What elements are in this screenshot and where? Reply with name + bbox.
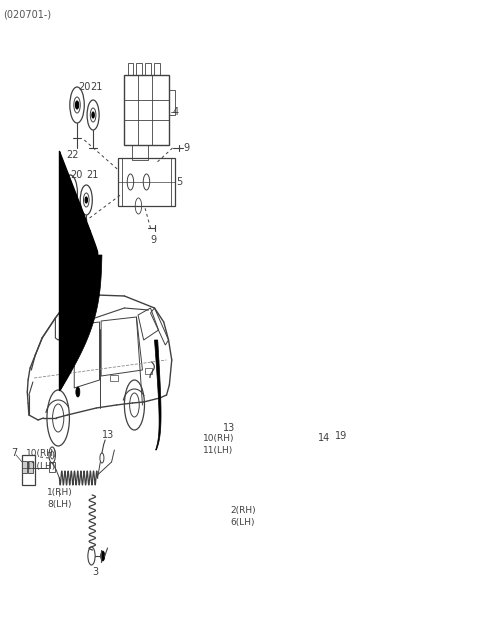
Bar	[321, 452, 329, 480]
Bar	[154, 63, 160, 75]
Bar	[145, 368, 153, 374]
Text: 7: 7	[11, 448, 17, 458]
Text: 13: 13	[223, 423, 235, 433]
Text: 3: 3	[92, 567, 98, 577]
Bar	[119, 158, 175, 206]
Text: 6(LH): 6(LH)	[231, 518, 255, 527]
Text: 21: 21	[91, 82, 103, 92]
Bar	[331, 450, 342, 470]
Circle shape	[100, 453, 104, 463]
Text: 20: 20	[70, 170, 83, 180]
Text: 10(RH): 10(RH)	[26, 449, 58, 458]
Text: 11(LH): 11(LH)	[203, 445, 233, 454]
Bar	[22, 461, 27, 473]
Text: 22: 22	[60, 235, 72, 245]
Circle shape	[101, 551, 105, 561]
Bar	[110, 375, 118, 381]
Text: 5: 5	[177, 177, 183, 187]
Bar	[128, 63, 133, 75]
Text: 19: 19	[335, 431, 348, 441]
Bar	[132, 145, 148, 160]
Text: 9: 9	[151, 235, 156, 245]
Bar	[136, 63, 142, 75]
Text: 21: 21	[86, 170, 99, 180]
Text: 2(RH): 2(RH)	[231, 505, 256, 514]
Circle shape	[75, 101, 79, 109]
Text: 8(LH): 8(LH)	[48, 500, 72, 509]
Polygon shape	[155, 340, 161, 450]
Text: 1(RH): 1(RH)	[48, 488, 73, 497]
Circle shape	[76, 387, 80, 397]
Text: 4: 4	[172, 107, 179, 117]
Bar	[168, 90, 175, 115]
Circle shape	[85, 197, 87, 203]
Text: 20: 20	[79, 82, 91, 92]
Bar	[22, 455, 35, 485]
Bar	[342, 456, 347, 466]
Bar	[124, 75, 168, 145]
Text: (020701-): (020701-)	[3, 9, 51, 19]
Text: 22: 22	[66, 150, 79, 160]
Bar	[28, 461, 33, 473]
Text: 9: 9	[183, 143, 190, 153]
Circle shape	[216, 440, 221, 450]
Circle shape	[69, 189, 72, 197]
Bar	[213, 462, 219, 472]
Bar	[145, 63, 151, 75]
Polygon shape	[60, 255, 102, 390]
Circle shape	[92, 112, 94, 118]
Bar	[49, 462, 55, 472]
Text: 13: 13	[102, 430, 115, 440]
Text: 11(LH): 11(LH)	[26, 461, 56, 470]
Text: 14: 14	[318, 433, 330, 443]
Text: 10(RH): 10(RH)	[203, 433, 234, 442]
